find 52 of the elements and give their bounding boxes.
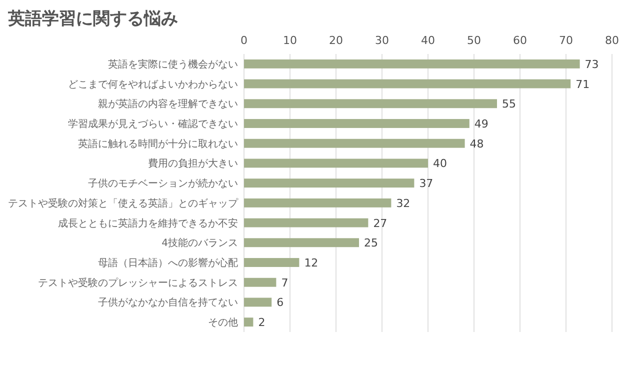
y-tick-label: 学習成果が見えづらい・確認できない [68, 118, 238, 130]
data-label: 27 [373, 216, 388, 230]
bar [244, 138, 465, 148]
data-label: 71 [576, 78, 590, 91]
data-label: 2 [258, 316, 266, 330]
y-tick-label: 親が英語の内容を理解できない [98, 98, 238, 110]
bar [244, 278, 276, 287]
y-tick-label: 成長とともに英語力を維持できるか不安 [58, 217, 238, 230]
data-label: 55 [502, 98, 516, 111]
bar [244, 298, 272, 307]
data-label: 6 [276, 296, 284, 310]
y-tick-label: どこまで何をやればよいかわからない [68, 79, 238, 90]
bar [244, 178, 414, 188]
data-label: 32 [396, 196, 410, 210]
y-tick-label: 費用の負担が大きい [148, 158, 238, 170]
data-label: 73 [584, 58, 599, 71]
x-tick-label: 50 [467, 34, 481, 47]
x-tick-label: 60 [513, 34, 527, 47]
x-tick-label: 30 [375, 34, 389, 47]
data-label: 48 [470, 137, 484, 150]
data-label: 25 [364, 236, 378, 250]
bar [244, 119, 470, 128]
x-tick-label: 0 [240, 34, 248, 47]
y-tick-label: テストや受験の対策と「使える英語」とのギャップ [8, 197, 239, 210]
x-tick-label: 70 [559, 34, 573, 47]
x-tick-label: 40 [421, 34, 435, 47]
bar [244, 218, 368, 228]
x-tick-label: 10 [283, 34, 297, 47]
x-tick-label: 80 [605, 34, 619, 47]
y-tick-label: 英語に触れる時間が十分に取れない [78, 138, 238, 150]
y-tick-label: テストや受験のプレッシャーによるストレス [38, 276, 238, 289]
y-tick-label: 母語（日本語）への影響が心配 [98, 257, 238, 269]
data-label: 40 [433, 157, 447, 170]
bar [244, 59, 580, 68]
x-tick-label: 20 [329, 34, 343, 47]
y-tick-label: 4技能のバランス [162, 237, 238, 250]
y-tick-label: 子供がなかなか自信を持てない [98, 296, 238, 309]
data-label: 37 [419, 177, 434, 190]
data-label: 12 [304, 256, 318, 270]
y-tick-label: 子供のモチベーションが続かない [88, 178, 238, 190]
bar [244, 79, 571, 88]
bar [244, 198, 392, 208]
bar [244, 258, 300, 267]
text: 英語学習に関する悩み [7, 9, 178, 29]
bar [244, 158, 428, 168]
data-label: 7 [281, 276, 288, 290]
y-tick-label: 英語を実際に使う機会がない [108, 58, 238, 70]
bar [244, 99, 497, 108]
bar [244, 318, 254, 327]
data-label: 49 [474, 118, 488, 130]
y-tick-label: その他 [208, 316, 238, 329]
bar [244, 238, 359, 248]
